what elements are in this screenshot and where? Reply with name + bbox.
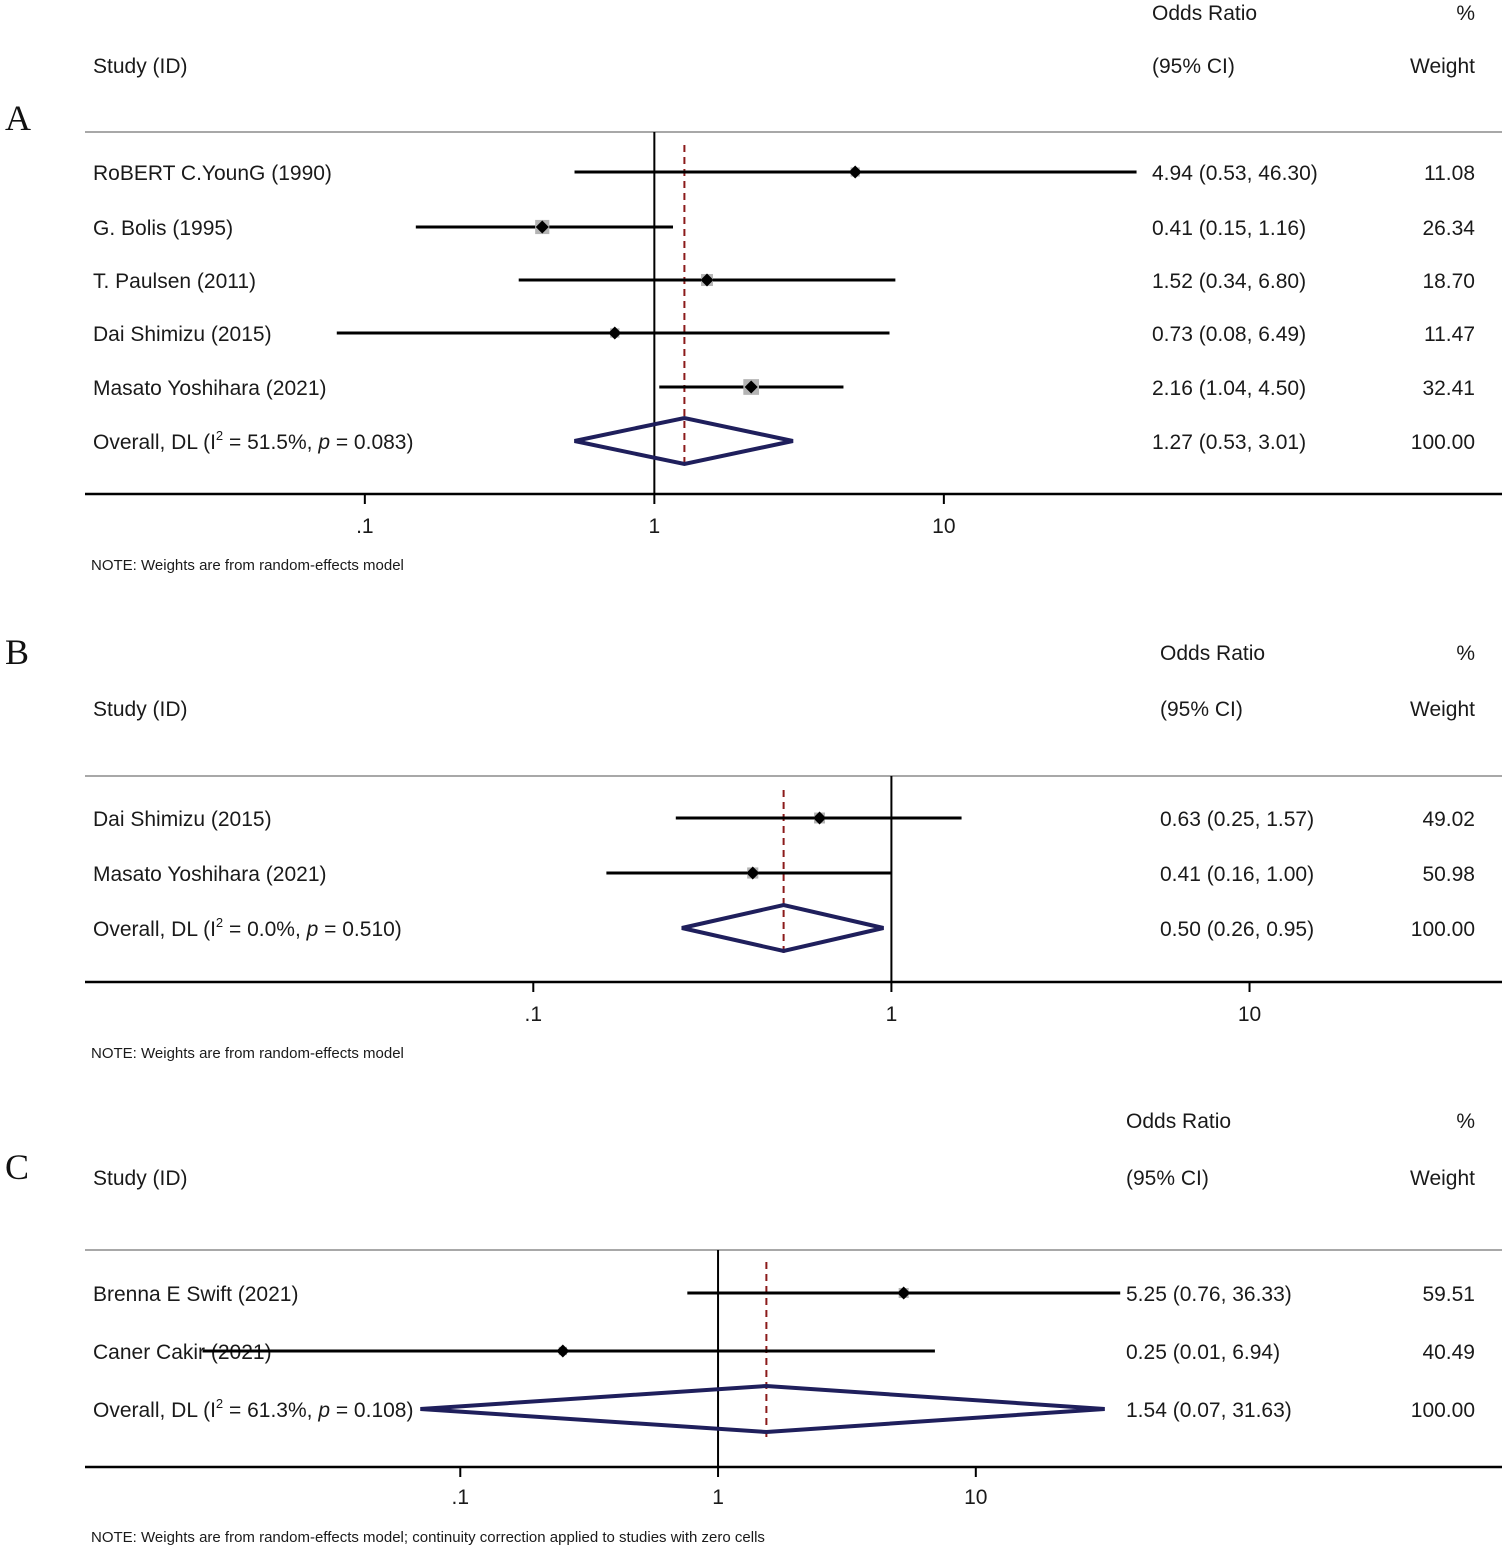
header-weight: Weight bbox=[1410, 698, 1475, 721]
study-label: Brenna E Swift (2021) bbox=[93, 1283, 298, 1306]
header-ci: (95% CI) bbox=[1152, 55, 1235, 78]
ci-text: 5.25 (0.76, 36.33) bbox=[1126, 1283, 1292, 1306]
weight-text: 11.47 bbox=[1424, 323, 1475, 346]
overall-label: Overall, DL (I2 = 61.3%, p = 0.108) bbox=[93, 1396, 413, 1422]
ci-text: 1.52 (0.34, 6.80) bbox=[1152, 270, 1306, 293]
x-tick-label: 10 bbox=[932, 515, 955, 538]
ci-text: 0.25 (0.01, 6.94) bbox=[1126, 1341, 1280, 1364]
overall-row: Overall, DL (I2 = 0.0%, p = 0.510) 0.50 (… bbox=[93, 902, 1475, 954]
point-estimate bbox=[746, 866, 760, 880]
study-row: G. Bolis (1995) 0.41 (0.15, 1.16) 26.34 bbox=[93, 217, 1475, 240]
study-label: T. Paulsen (2011) bbox=[93, 270, 256, 293]
overall-weight-text: 100.00 bbox=[1411, 1399, 1475, 1422]
study-label: Masato Yoshihara (2021) bbox=[93, 377, 327, 400]
study-label: Dai Shimizu (2015) bbox=[93, 323, 272, 346]
study-label: Caner Cakir (2021) bbox=[93, 1341, 272, 1364]
ci-text: 2.16 (1.04, 4.50) bbox=[1152, 377, 1306, 400]
weight-text: 11.08 bbox=[1424, 162, 1475, 185]
header-odds-ratio: Odds Ratio bbox=[1160, 642, 1265, 665]
header-percent: % bbox=[1456, 2, 1475, 25]
study-row: Brenna E Swift (2021) 5.25 (0.76, 36.33) 5… bbox=[93, 1283, 1475, 1306]
model-note: NOTE: Weights are from random-effects mo… bbox=[91, 1045, 404, 1062]
overall-weight-text: 100.00 bbox=[1411, 918, 1475, 941]
model-note: NOTE: Weights are from random-effects mo… bbox=[91, 1529, 765, 1546]
x-tick-label: 1 bbox=[712, 1486, 724, 1509]
overall-ci-text: 1.54 (0.07, 31.63) bbox=[1126, 1399, 1292, 1422]
header-percent: % bbox=[1456, 642, 1475, 665]
x-tick-label: 1 bbox=[886, 1003, 898, 1026]
study-row: T. Paulsen (2011) 1.52 (0.34, 6.80) 18.70 bbox=[93, 270, 1475, 293]
overall-weight-text: 100.00 bbox=[1411, 431, 1475, 454]
weight-text: 32.41 bbox=[1422, 377, 1475, 400]
header-ci: (95% CI) bbox=[1160, 698, 1243, 721]
point-estimate bbox=[556, 1344, 570, 1358]
header-weight: Weight bbox=[1410, 55, 1475, 78]
weight-text: 59.51 bbox=[1422, 1283, 1475, 1306]
header-percent: % bbox=[1456, 1110, 1475, 1133]
x-tick-label: .1 bbox=[525, 1003, 543, 1026]
point-estimate bbox=[848, 165, 862, 179]
ci-text: 0.73 (0.08, 6.49) bbox=[1152, 323, 1306, 346]
study-label: Masato Yoshihara (2021) bbox=[93, 863, 327, 886]
ci-text: 0.41 (0.15, 1.16) bbox=[1152, 217, 1306, 240]
header-weight: Weight bbox=[1410, 1167, 1475, 1190]
study-row: Dai Shimizu (2015) 0.73 (0.08, 6.49) 11.47 bbox=[93, 323, 1475, 346]
overall-row: Overall, DL (I2 = 61.3%, p = 0.108) 1.54 … bbox=[93, 1383, 1475, 1435]
x-tick-label: .1 bbox=[452, 1486, 470, 1509]
forest-panel-b: B Study (ID) Odds Ratio (95% CI)% Weight .1 1 1… bbox=[5, 632, 1502, 1062]
weight-text: 49.02 bbox=[1422, 808, 1475, 831]
ci-text: 0.63 (0.25, 1.57) bbox=[1160, 808, 1314, 831]
header-study: Study (ID) bbox=[93, 55, 188, 78]
study-label: RoBERT C.YounG (1990) bbox=[93, 162, 332, 185]
weight-text: 18.70 bbox=[1422, 270, 1475, 293]
overall-label: Overall, DL (I2 = 0.0%, p = 0.510) bbox=[93, 915, 402, 941]
model-note: NOTE: Weights are from random-effects mo… bbox=[91, 557, 404, 574]
header-study: Study (ID) bbox=[93, 698, 188, 721]
header-odds-ratio: Odds Ratio bbox=[1152, 2, 1257, 25]
ci-text: 0.41 (0.16, 1.00) bbox=[1160, 863, 1314, 886]
overall-row: Overall, DL (I2 = 51.5%, p = 0.083) 1.27 … bbox=[93, 415, 1475, 467]
forest-panel-c: C Study (ID) Odds Ratio (95% CI)% Weight .1 1 1… bbox=[5, 1110, 1502, 1546]
x-tick-label: 1 bbox=[649, 515, 661, 538]
point-estimate bbox=[535, 220, 549, 234]
panel-letter: B bbox=[5, 632, 29, 672]
study-label: Dai Shimizu (2015) bbox=[93, 808, 272, 831]
overall-ci-text: 0.50 (0.26, 0.95) bbox=[1160, 918, 1314, 941]
header-study: Study (ID) bbox=[93, 1167, 188, 1190]
x-tick-label: 10 bbox=[964, 1486, 987, 1509]
weight-text: 40.49 bbox=[1422, 1341, 1475, 1364]
x-tick-label: 10 bbox=[1238, 1003, 1261, 1026]
overall-diamond bbox=[681, 902, 884, 954]
weight-text: 26.34 bbox=[1422, 217, 1475, 240]
study-row: RoBERT C.YounG (1990) 4.94 (0.53, 46.30) 1… bbox=[93, 162, 1475, 185]
overall-diamond bbox=[574, 415, 794, 467]
x-tick-label: .1 bbox=[356, 515, 374, 538]
study-row: Masato Yoshihara (2021) 0.41 (0.16, 1.00)… bbox=[93, 863, 1475, 886]
point-estimate bbox=[608, 326, 622, 340]
point-estimate bbox=[744, 380, 758, 394]
overall-label: Overall, DL (I2 = 51.5%, p = 0.083) bbox=[93, 428, 413, 454]
point-estimate bbox=[813, 811, 827, 825]
study-row: Masato Yoshihara (2021) 2.16 (1.04, 4.50)… bbox=[93, 377, 1475, 400]
weight-text: 50.98 bbox=[1422, 863, 1475, 886]
point-estimate bbox=[897, 1286, 911, 1300]
study-row: Dai Shimizu (2015) 0.63 (0.25, 1.57) 49.02 bbox=[93, 808, 1475, 831]
overall-diamond bbox=[420, 1383, 1105, 1435]
study-label: G. Bolis (1995) bbox=[93, 217, 233, 240]
study-row: Caner Cakir (2021) 0.25 (0.01, 6.94) 40.49 bbox=[93, 1341, 1475, 1364]
ci-text: 4.94 (0.53, 46.30) bbox=[1152, 162, 1318, 185]
overall-ci-text: 1.27 (0.53, 3.01) bbox=[1152, 431, 1306, 454]
panel-letter: C bbox=[5, 1147, 29, 1187]
point-estimate bbox=[700, 273, 714, 287]
header-odds-ratio: Odds Ratio bbox=[1126, 1110, 1231, 1133]
panel-letter: A bbox=[5, 98, 31, 138]
header-ci: (95% CI) bbox=[1126, 1167, 1209, 1190]
